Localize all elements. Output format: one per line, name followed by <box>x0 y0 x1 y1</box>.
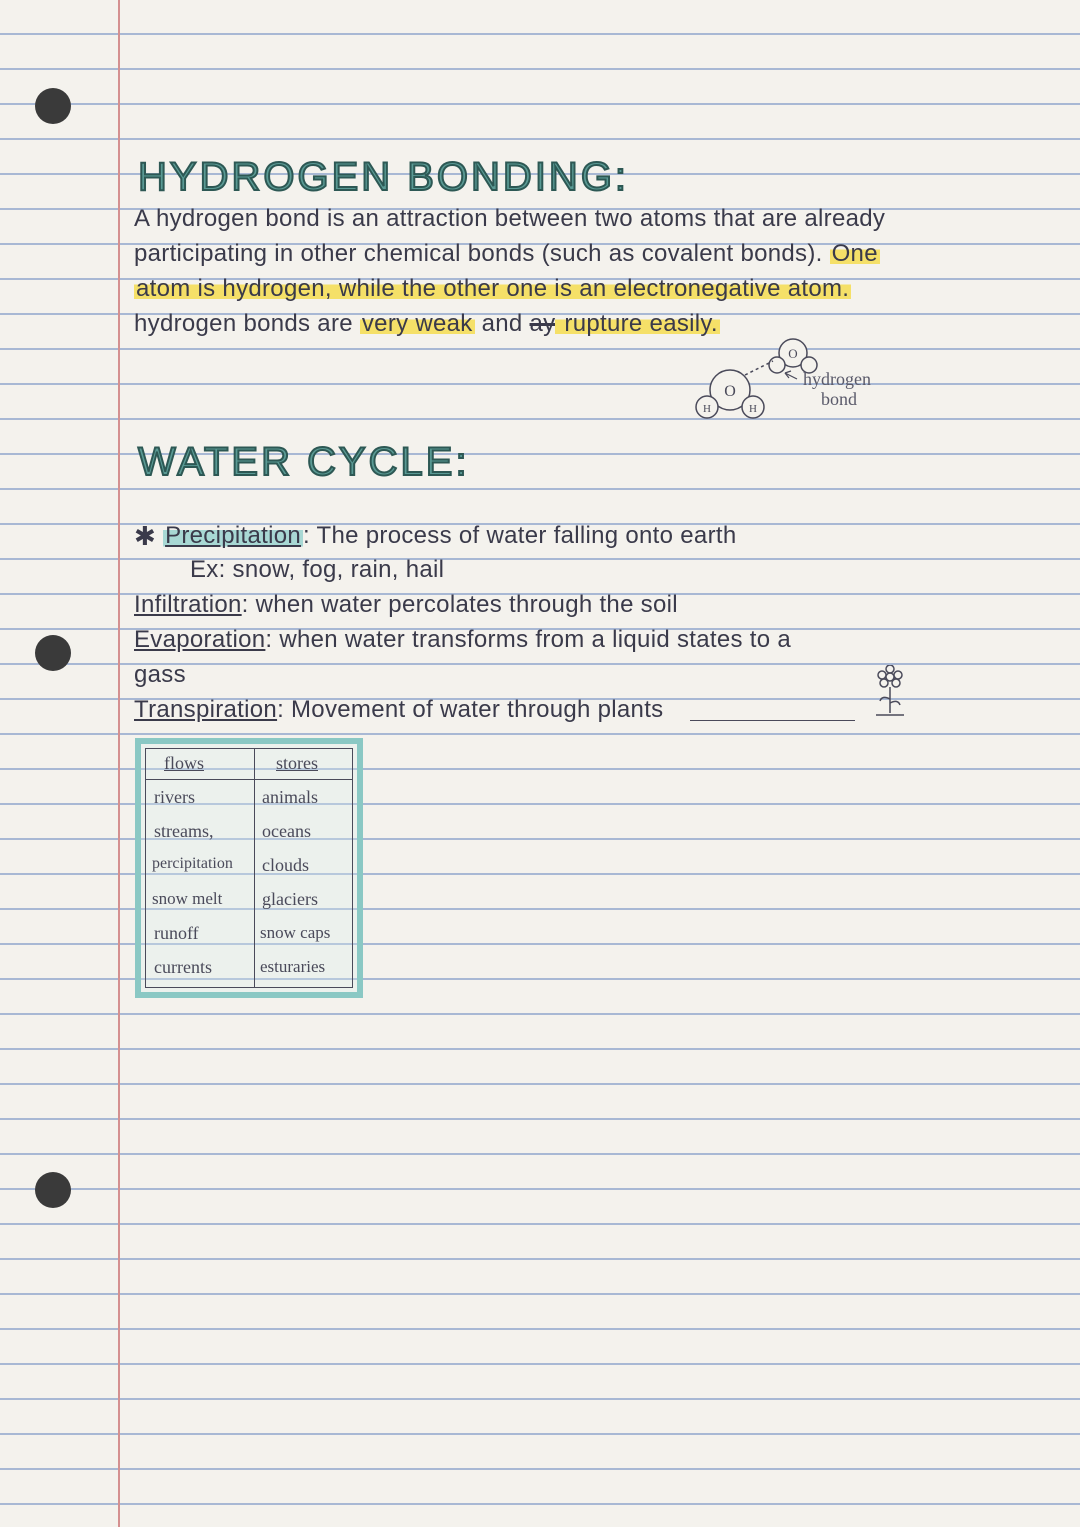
scribble-icon: ✱ <box>134 521 156 551</box>
table-cell: clouds <box>262 855 309 876</box>
def-text: : when water percolates through the soil <box>242 591 678 618</box>
atom-label-O: O <box>724 383 736 400</box>
table-cell: snow caps <box>260 923 330 943</box>
table-cell: glaciers <box>262 889 318 910</box>
hydrogen-bond-diagram: O H H O hydrogen bond <box>685 335 885 425</box>
punch-hole <box>35 635 71 671</box>
body-text: hydrogen bonds are <box>134 310 360 337</box>
atom-label-H: H <box>749 403 757 415</box>
highlighted-text: very weak <box>360 310 475 337</box>
section-title-water-cycle: WATER CYCLE: <box>138 440 470 485</box>
term-precipitation: Precipitation <box>163 522 303 549</box>
table-column-divider <box>254 749 255 987</box>
def-text: : The process of water falling onto eart… <box>303 522 736 549</box>
struck-text: ay <box>530 310 556 337</box>
atom-label-H: H <box>703 403 711 415</box>
underline-extension <box>690 720 855 721</box>
table-cell: runoff <box>154 923 199 944</box>
highlighted-text: atom is hydrogen, while the other one is… <box>134 275 851 302</box>
punch-hole <box>35 88 71 124</box>
flows-stores-table: flows stores rivers animals streams, oce… <box>135 738 363 998</box>
term-infiltration: Infiltration <box>134 591 242 618</box>
example-text: Ex: snow, fog, rain, hail <box>190 556 444 584</box>
section-title-hydrogen: HYDROGEN BONDING: <box>138 155 629 200</box>
table-cell: animals <box>262 787 318 808</box>
term-transpiration: Transpiration <box>134 696 277 723</box>
body-text: hydrogen bonds are very weak and ay rupt… <box>134 310 720 338</box>
table-header-divider <box>146 779 352 780</box>
highlighted-text: One <box>830 240 880 267</box>
margin-rule <box>118 0 120 1527</box>
definition-line: Infiltration: when water percolates thro… <box>134 591 678 619</box>
flower-icon <box>870 665 910 720</box>
diagram-label-hydrogen: hydrogen <box>803 369 871 390</box>
def-text: : Movement of water through plants <box>277 696 663 723</box>
highlighted-text: rupture easily. <box>555 310 719 337</box>
body-text: participating in other chemical bonds (s… <box>134 240 830 267</box>
diagram-label-bond: bond <box>821 389 857 410</box>
atom-label-O: O <box>788 346 797 361</box>
table-header-stores: stores <box>276 753 318 774</box>
table-cell: streams, <box>154 821 213 842</box>
body-text: participating in other chemical bonds (s… <box>134 240 880 268</box>
definition-line: Evaporation: when water transforms from … <box>134 626 791 654</box>
def-text: : when water transforms from a liquid st… <box>265 626 791 653</box>
table-inner-border: flows stores rivers animals streams, oce… <box>145 748 353 988</box>
def-text-cont: gass <box>134 661 186 689</box>
body-text: A hydrogen bond is an attraction between… <box>134 205 885 233</box>
definition-line: Transpiration: Movement of water through… <box>134 696 663 724</box>
table-cell: currents <box>154 957 212 978</box>
table-cell: esturaries <box>260 957 325 977</box>
table-cell: oceans <box>262 821 311 842</box>
term-evaporation: Evaporation <box>134 626 265 653</box>
body-text: and <box>475 310 530 337</box>
punch-hole <box>35 1172 71 1208</box>
table-cell: percipitation <box>152 855 233 873</box>
definition-line: ✱ Precipitation: The process of water fa… <box>134 521 736 552</box>
body-text: atom is hydrogen, while the other one is… <box>134 275 851 303</box>
table-cell: snow melt <box>152 889 222 909</box>
table-header-flows: flows <box>164 753 204 774</box>
table-cell: rivers <box>154 787 195 808</box>
